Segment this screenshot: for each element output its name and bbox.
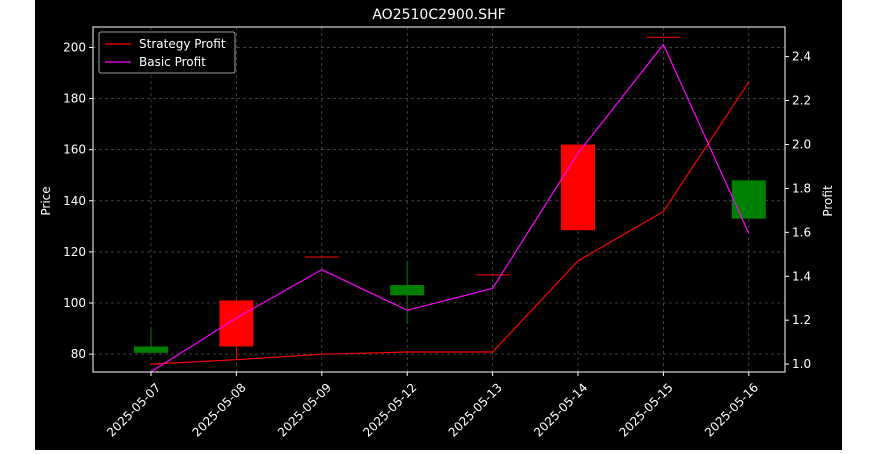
y-tick-label-right: 2.0 [792,137,811,151]
x-axis: 2025-05-07 2025-05-08 2025-05-09 2025-05-12… [104,372,761,440]
series-line-strategy-profit [150,81,750,365]
y-tick-label-right: 2.2 [792,94,811,108]
x-tick-label: 2025-05-16 [702,380,761,439]
y-tick-label-left: 100 [63,296,86,310]
x-tick-label: 2025-05-09 [275,380,334,439]
candlestick-chart: AO2510C2900.SHF 80 100 120 140 160 180 200 1.0… [39,7,835,440]
y-tick-label-left: 80 [71,347,86,361]
left-axis: 80 100 120 140 160 180 200 [63,40,93,361]
candle-body [731,180,766,219]
grid [93,27,785,372]
y-tick-label-right: 1.8 [792,181,811,195]
y-tick-label-left: 120 [63,245,86,259]
x-tick-label: 2025-05-13 [446,380,505,439]
y-tick-label-right: 1.0 [792,357,811,371]
candle-body [390,285,425,296]
y-tick-label-left: 200 [63,40,86,54]
x-tick-label: 2025-05-12 [360,380,419,439]
figure: AO2510C2900.SHF 80 100 120 140 160 180 200 1.0… [35,0,842,450]
y-tick-label-right: 1.4 [792,269,811,283]
series-line-basic-profit [150,43,750,373]
legend-label-basic-profit: Basic Profit [139,55,206,69]
chart-title: AO2510C2900.SHF [372,7,505,23]
y-tick-label-left: 160 [63,143,86,157]
candle-body [219,300,254,347]
legend-label-strategy-profit: Strategy Profit [139,37,226,51]
legend: Strategy Profit Basic Profit [98,31,236,74]
x-tick-label: 2025-05-15 [617,380,676,439]
x-tick-label: 2025-05-07 [104,380,163,439]
profit-lines [150,43,750,373]
candle-body [561,144,595,231]
x-tick-label: 2025-05-08 [190,380,249,439]
y-axis-label-left: Price [39,186,53,215]
x-tick-label: 2025-05-14 [531,380,590,439]
right-axis: 1.0 1.2 1.4 1.6 1.8 2.0 2.2 2.4 [785,50,811,371]
y-tick-label-right: 2.4 [792,50,811,64]
legend-box [98,31,236,74]
y-tick-label-right: 1.6 [792,225,811,239]
candles [134,36,766,360]
candle-body [134,346,168,353]
y-tick-label-left: 180 [63,92,86,106]
y-axis-label-right: Profit [821,185,835,217]
plot-area-frame [92,26,786,373]
y-tick-label-left: 140 [63,194,86,208]
y-tick-label-right: 1.2 [792,313,811,327]
